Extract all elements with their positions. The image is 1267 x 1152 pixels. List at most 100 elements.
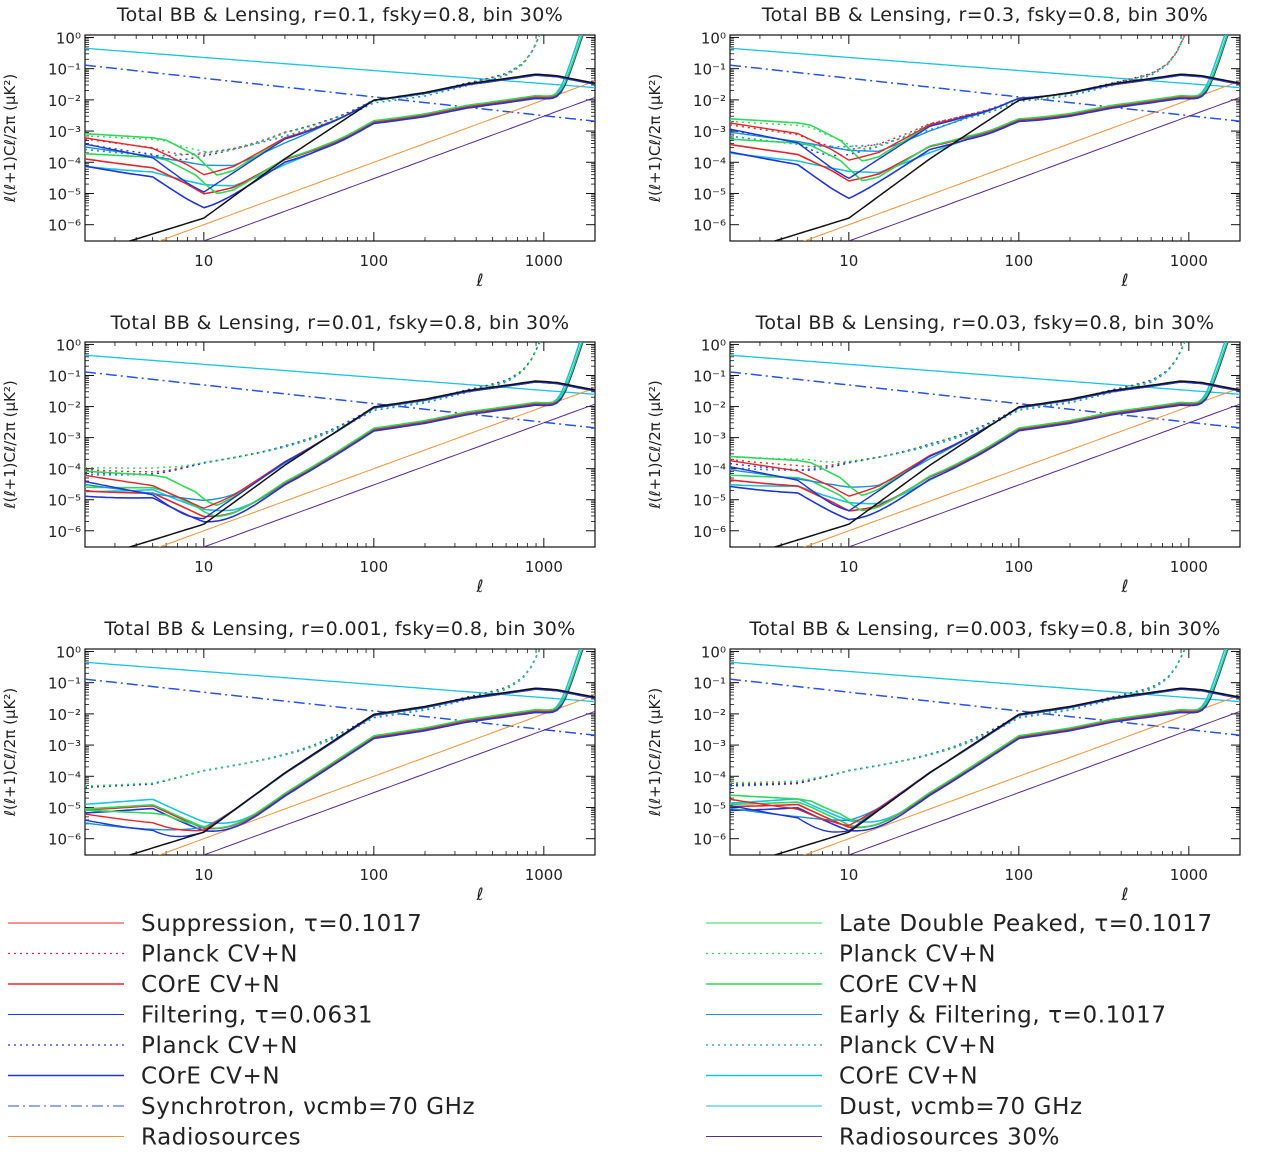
series-group bbox=[85, 35, 595, 241]
y-tick-label: 10⁻⁶ bbox=[48, 831, 81, 849]
series-group bbox=[730, 342, 1240, 547]
y-tick-label: 10⁻⁴ bbox=[48, 461, 81, 479]
legend-label: COrE CV+N bbox=[141, 972, 280, 998]
core-cvn-late-line bbox=[730, 342, 1228, 512]
y-tick-label: 10⁻⁴ bbox=[693, 768, 726, 786]
series-group bbox=[85, 342, 595, 547]
planck-cvn-late-line bbox=[85, 342, 541, 469]
late-double-peaked-line bbox=[730, 688, 1240, 822]
chart-title: Total BB & Lensing, r=0.001, fsky=0.8, b… bbox=[103, 618, 575, 640]
legend-item-right: Planck CV+N bbox=[706, 942, 996, 968]
planck-cvn-early-line bbox=[730, 342, 1187, 472]
radiosources-line bbox=[802, 387, 1240, 547]
planck-cvn-early-line bbox=[730, 35, 1187, 148]
legend-item-left: COrE CV+N bbox=[8, 1064, 280, 1090]
series-group bbox=[730, 649, 1240, 855]
y-tick-label: 10⁰ bbox=[701, 643, 726, 661]
y-axis-label: ℓ(ℓ+1)Cℓ/2π (μK²) bbox=[646, 74, 664, 203]
core-cvn-filtering-line bbox=[730, 342, 1229, 521]
core-cvn-late-line bbox=[85, 342, 583, 518]
radiosources-30-line bbox=[847, 710, 1240, 855]
radiosources-line bbox=[802, 80, 1240, 241]
legend-label: Planck CV+N bbox=[839, 942, 996, 968]
x-tick-label: 10 bbox=[839, 866, 858, 884]
legend-item-right: Radiosources 30% bbox=[706, 1125, 1059, 1151]
y-axis-label: ℓ(ℓ+1)Cℓ/2π (μK²) bbox=[646, 380, 664, 509]
y-tick-label: 10⁻⁶ bbox=[693, 831, 726, 849]
radiosources-30-line bbox=[202, 96, 595, 241]
core-cvn-late-line bbox=[85, 35, 583, 195]
legend-label: Synchrotron, νcmb=70 GHz bbox=[141, 1094, 475, 1120]
x-tick-label: 100 bbox=[1005, 558, 1034, 576]
radiosources-30-line bbox=[202, 710, 595, 855]
x-tick-label: 100 bbox=[360, 866, 389, 884]
chart-panel: Total BB & Lensing, r=0.3, fsky=0.8, bin… bbox=[646, 4, 1241, 291]
filtering-line bbox=[730, 74, 1240, 179]
x-tick-label: 100 bbox=[360, 252, 389, 270]
legend-item-right: Dust, νcmb=70 GHz bbox=[706, 1094, 1083, 1120]
y-tick-label: 10⁻⁶ bbox=[48, 523, 81, 541]
lensing-line bbox=[127, 380, 595, 547]
y-tick-label: 10⁻⁵ bbox=[693, 492, 726, 510]
y-tick-label: 10⁻⁵ bbox=[48, 492, 81, 510]
core-cvn-suppression-line bbox=[85, 35, 583, 195]
radiosources-line bbox=[157, 387, 595, 547]
y-tick-label: 10⁻¹ bbox=[48, 675, 81, 693]
y-tick-label: 10⁰ bbox=[701, 29, 726, 47]
y-tick-label: 10⁰ bbox=[56, 29, 81, 47]
filtering-line bbox=[85, 74, 595, 193]
core-cvn-suppression-line bbox=[85, 342, 583, 518]
x-axis-label: ℓ bbox=[1120, 577, 1128, 597]
y-tick-label: 10⁻⁶ bbox=[693, 523, 726, 541]
chart-panel: Total BB & Lensing, r=0.001, fsky=0.8, b… bbox=[1, 618, 596, 905]
filtering-line bbox=[730, 381, 1240, 512]
dust-line bbox=[85, 354, 595, 396]
dust-line bbox=[85, 661, 595, 703]
synchrotron-line bbox=[85, 678, 595, 737]
x-tick-label: 1000 bbox=[525, 558, 563, 576]
legend-item-left: Suppression, τ=0.1017 bbox=[8, 911, 422, 937]
y-tick-label: 10⁻³ bbox=[48, 737, 81, 755]
core-cvn-suppression-line bbox=[730, 35, 1228, 182]
y-tick-label: 10⁻⁴ bbox=[693, 461, 726, 479]
x-tick-label: 1000 bbox=[525, 866, 563, 884]
series-group bbox=[730, 35, 1240, 241]
plot-frame bbox=[84, 341, 596, 548]
synchrotron-line bbox=[730, 678, 1240, 737]
y-tick-label: 10⁻³ bbox=[48, 123, 81, 141]
synchrotron-line bbox=[730, 371, 1240, 429]
y-tick-label: 10⁻³ bbox=[693, 737, 726, 755]
planck-cvn-filtering-line bbox=[730, 649, 1186, 786]
late-double-peaked-line bbox=[730, 381, 1240, 496]
x-tick-label: 1000 bbox=[525, 252, 563, 270]
y-tick-label: 10⁻⁴ bbox=[48, 154, 81, 172]
radiosources-line bbox=[802, 694, 1240, 855]
y-tick-label: 10⁻⁴ bbox=[693, 154, 726, 172]
core-cvn-suppression-line bbox=[730, 649, 1228, 829]
chart-title: Total BB & Lensing, r=0.01, fsky=0.8, bi… bbox=[110, 312, 570, 334]
y-tick-label: 10⁰ bbox=[701, 336, 726, 354]
legend-label: Early & Filtering, τ=0.1017 bbox=[839, 1003, 1167, 1029]
lensing-line bbox=[772, 380, 1240, 547]
y-tick-label: 10⁰ bbox=[56, 643, 81, 661]
dust-line bbox=[85, 47, 595, 89]
y-tick-label: 10⁻¹ bbox=[693, 61, 726, 79]
early-filtering-line bbox=[730, 381, 1240, 488]
legend-label: Late Double Peaked, τ=0.1017 bbox=[839, 911, 1213, 937]
x-tick-label: 10 bbox=[194, 252, 213, 270]
y-tick-label: 10⁻² bbox=[48, 706, 81, 724]
series-group bbox=[85, 649, 595, 855]
legend-item-left: Planck CV+N bbox=[8, 1033, 297, 1059]
legend-label: Filtering, τ=0.0631 bbox=[141, 1003, 373, 1029]
radiosources-30-line bbox=[847, 96, 1240, 241]
radiosources-30-line bbox=[202, 403, 595, 547]
y-tick-label: 10⁻³ bbox=[693, 430, 726, 448]
legend-label: COrE CV+N bbox=[141, 1064, 280, 1090]
core-cvn-late-line bbox=[730, 649, 1228, 828]
legend-item-left: Planck CV+N bbox=[8, 942, 297, 968]
x-tick-label: 1000 bbox=[1170, 252, 1208, 270]
lensing-line bbox=[127, 687, 595, 855]
y-tick-label: 10⁻⁴ bbox=[48, 768, 81, 786]
legend-label: Dust, νcmb=70 GHz bbox=[839, 1094, 1083, 1120]
